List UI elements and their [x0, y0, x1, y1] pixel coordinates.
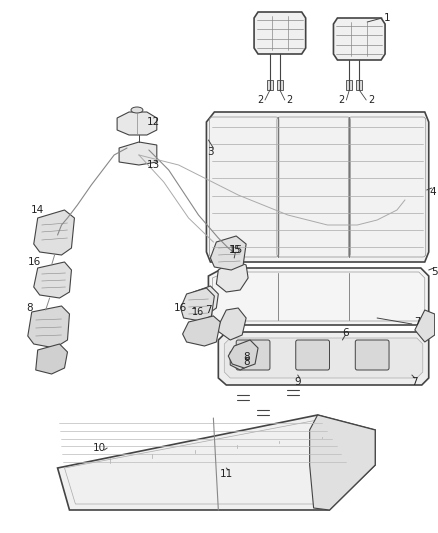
Text: 14: 14 — [31, 205, 44, 215]
Polygon shape — [117, 112, 157, 135]
Text: 16: 16 — [174, 303, 187, 313]
Text: 13: 13 — [147, 160, 160, 170]
FancyBboxPatch shape — [236, 340, 270, 370]
Text: 5: 5 — [431, 267, 438, 277]
FancyBboxPatch shape — [296, 340, 329, 370]
Polygon shape — [216, 308, 246, 340]
Polygon shape — [310, 415, 375, 510]
Polygon shape — [28, 306, 70, 348]
Text: 11: 11 — [219, 469, 233, 479]
Text: 2: 2 — [257, 95, 263, 105]
Polygon shape — [34, 262, 71, 298]
Polygon shape — [277, 80, 283, 90]
Polygon shape — [208, 268, 429, 325]
Text: 12: 12 — [147, 117, 160, 127]
Polygon shape — [216, 260, 248, 292]
Text: 10: 10 — [93, 443, 106, 453]
FancyBboxPatch shape — [355, 340, 389, 370]
Polygon shape — [183, 316, 220, 346]
Text: 2: 2 — [286, 95, 293, 105]
Text: 16: 16 — [192, 307, 205, 317]
Text: 16: 16 — [28, 257, 41, 267]
Polygon shape — [119, 142, 157, 165]
Text: 8: 8 — [243, 352, 249, 362]
Polygon shape — [210, 236, 246, 270]
Text: 15: 15 — [229, 245, 241, 255]
Text: 3: 3 — [207, 147, 214, 157]
Polygon shape — [218, 332, 429, 385]
Text: 2: 2 — [368, 95, 374, 105]
Polygon shape — [206, 112, 429, 262]
Text: 9: 9 — [294, 377, 301, 387]
Polygon shape — [230, 345, 252, 370]
Text: 7: 7 — [414, 317, 420, 327]
Text: 15: 15 — [230, 245, 243, 255]
Polygon shape — [356, 80, 362, 90]
Polygon shape — [191, 286, 218, 315]
Polygon shape — [267, 80, 273, 90]
Polygon shape — [180, 288, 214, 321]
Text: 8: 8 — [243, 357, 249, 367]
Text: 7: 7 — [412, 377, 418, 387]
Ellipse shape — [131, 107, 143, 113]
Polygon shape — [224, 338, 423, 378]
Text: 4: 4 — [429, 187, 436, 197]
Text: 1: 1 — [384, 13, 390, 23]
Polygon shape — [57, 415, 375, 510]
Polygon shape — [228, 340, 258, 368]
Polygon shape — [415, 310, 434, 342]
Text: 2: 2 — [338, 95, 345, 105]
Text: 7: 7 — [205, 305, 212, 315]
Polygon shape — [34, 210, 74, 255]
Polygon shape — [254, 12, 306, 54]
Polygon shape — [36, 344, 67, 374]
Polygon shape — [333, 18, 385, 60]
Polygon shape — [346, 80, 352, 90]
Text: 6: 6 — [342, 328, 349, 338]
Text: 8: 8 — [26, 303, 33, 313]
